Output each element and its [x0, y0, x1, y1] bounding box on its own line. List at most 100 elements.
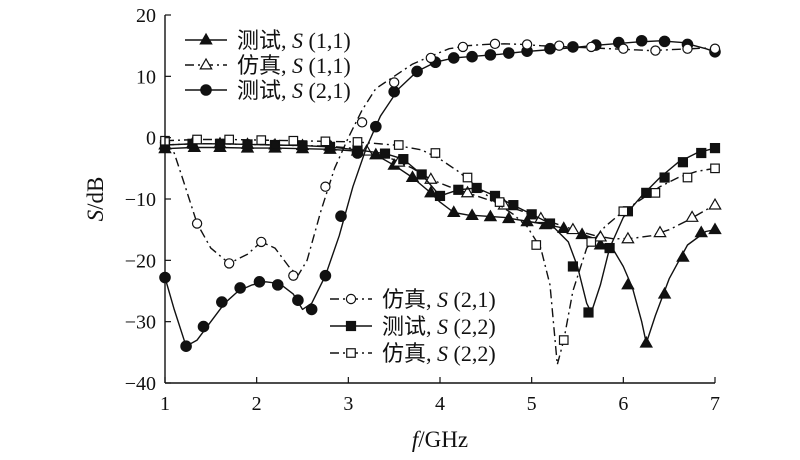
data-point — [553, 40, 565, 51]
data-point — [370, 120, 382, 133]
y-tick-label: −30 — [125, 312, 156, 334]
data-point — [216, 296, 228, 308]
data-point — [677, 157, 689, 168]
legend-group-1: 测试, S (1,1)仿真, S (1,1)测试, S (2,1) — [185, 28, 351, 103]
y-tick-label: 0 — [146, 128, 156, 150]
data-point — [457, 41, 469, 53]
data-point — [462, 172, 473, 183]
legend-item: 仿真, S (2,2) — [330, 341, 496, 366]
y-axis-label: S/dB — [83, 177, 108, 222]
y-tick-label: 10 — [136, 66, 156, 88]
data-point — [483, 209, 498, 222]
data-point — [388, 77, 400, 88]
data-point — [709, 43, 721, 54]
data-point — [460, 185, 475, 198]
data-point — [653, 225, 667, 238]
legend-label-prefix: 测试, — [237, 78, 292, 103]
y-axis-label-unit: /dB — [83, 177, 108, 210]
data-point — [544, 42, 556, 55]
legend-label-index: (1,1) — [303, 28, 351, 53]
data-point — [708, 222, 722, 235]
data-point — [502, 211, 516, 224]
x-axis-label-unit: /GHz — [418, 427, 468, 452]
legend-label-prefix: 仿真, — [382, 287, 437, 312]
x-axis-label: f/GHz — [412, 427, 468, 452]
data-point — [544, 218, 556, 229]
legend-marker — [199, 32, 213, 45]
legend-label: 测试, S (1,1) — [237, 28, 351, 53]
data-point — [425, 52, 437, 64]
data-point — [356, 117, 368, 128]
data-point — [682, 43, 693, 54]
data-point — [566, 222, 580, 235]
data-point — [242, 139, 253, 150]
legend-label-symbol: S — [437, 341, 448, 366]
data-point — [269, 139, 281, 151]
legend-label: 测试, S (2,1) — [237, 78, 351, 103]
data-point — [484, 49, 497, 61]
legend-label-symbol: S — [292, 53, 303, 78]
data-point — [621, 231, 635, 244]
data-point — [430, 148, 441, 158]
x-tick-label: 6 — [618, 393, 628, 415]
data-point — [618, 43, 629, 54]
data-point — [253, 275, 266, 288]
data-point — [531, 240, 542, 250]
data-point — [635, 34, 648, 47]
data-point — [641, 187, 652, 198]
x-tick-label: 3 — [343, 393, 353, 415]
legend-marker — [345, 320, 357, 332]
legend-label: 仿真, S (1,1) — [237, 53, 351, 78]
data-point — [586, 237, 597, 247]
legend-label-prefix: 仿真, — [237, 53, 292, 78]
legend-label-symbol: S — [437, 314, 448, 339]
data-point — [694, 225, 708, 238]
data-point — [223, 258, 235, 269]
data-point — [424, 185, 438, 198]
data-point — [411, 65, 423, 78]
data-point — [557, 221, 571, 233]
legend-label: 仿真, S (2,2) — [382, 341, 496, 366]
data-point — [180, 340, 192, 352]
data-point — [658, 35, 671, 48]
legend-item: 仿真, S (2,1) — [330, 287, 496, 312]
legend-group-2: 仿真, S (2,1)测试, S (2,2)仿真, S (2,2) — [330, 287, 496, 366]
legend-label-index: (2,1) — [303, 78, 351, 103]
legend-item: 测试, S (2,1) — [185, 78, 351, 103]
data-point — [618, 206, 629, 217]
legend: 测试, S (1,1)仿真, S (1,1)测试, S (2,1)仿真, S (… — [185, 28, 496, 366]
data-point — [471, 182, 482, 194]
data-point — [288, 270, 299, 281]
legend-label: 测试, S (2,2) — [382, 314, 496, 339]
legend-marker — [345, 293, 357, 305]
data-point — [650, 188, 661, 198]
y-tick-label: −10 — [125, 189, 156, 211]
data-point — [320, 181, 331, 192]
data-point — [659, 172, 670, 183]
legend-item: 测试, S (1,1) — [185, 28, 351, 53]
y-tick-label: −20 — [125, 250, 156, 272]
data-point — [604, 242, 615, 254]
legend-label-prefix: 测试, — [237, 28, 292, 53]
data-point — [405, 170, 420, 183]
data-point — [388, 85, 400, 98]
legend-label-index: (2,2) — [448, 341, 496, 366]
x-tick-label: 2 — [252, 393, 262, 415]
legend-marker — [199, 57, 213, 70]
data-point — [292, 294, 304, 306]
data-point — [434, 190, 446, 202]
y-tick-label: −40 — [125, 373, 156, 395]
data-point — [639, 335, 653, 348]
data-point — [526, 209, 537, 220]
data-point — [685, 210, 699, 222]
data-point — [447, 52, 460, 64]
legend-label-index: (1,1) — [303, 53, 351, 78]
legend-label-prefix: 测试, — [382, 314, 437, 339]
data-point — [502, 47, 515, 59]
data-point — [447, 205, 461, 217]
data-point — [416, 169, 427, 180]
data-point — [214, 138, 226, 149]
x-axis-label-italic: f — [412, 427, 422, 452]
legend-label-symbol: S — [292, 28, 303, 53]
